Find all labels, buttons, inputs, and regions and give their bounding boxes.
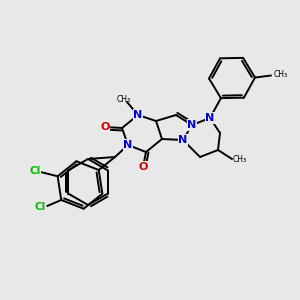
Text: CH₃: CH₃ (233, 155, 247, 164)
Text: Cl: Cl (34, 202, 46, 212)
Text: N: N (123, 140, 133, 150)
Text: Cl: Cl (29, 166, 40, 176)
Text: CH₃: CH₃ (274, 70, 288, 79)
Text: N: N (206, 113, 214, 123)
Text: N: N (188, 120, 196, 130)
Text: N: N (134, 110, 142, 120)
Text: N: N (178, 135, 188, 145)
Text: CH₃: CH₃ (117, 94, 131, 103)
Text: O: O (100, 122, 110, 132)
Text: O: O (138, 162, 148, 172)
